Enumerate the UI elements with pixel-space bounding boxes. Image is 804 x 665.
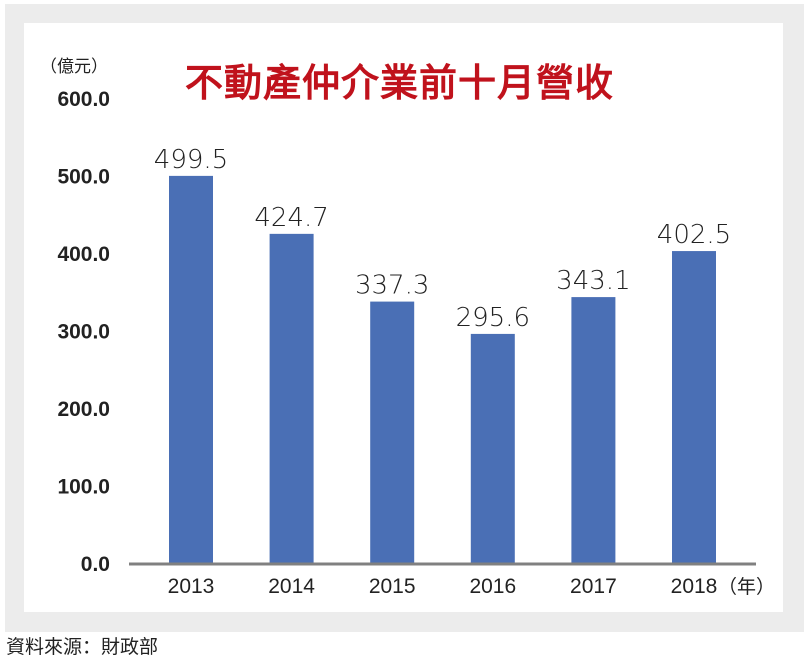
data-label: 402.5 <box>657 220 731 250</box>
data-label: 424.7 <box>254 203 328 233</box>
y-tick-label: 100.0 <box>57 476 110 499</box>
bar-2013 <box>169 175 213 563</box>
y-tick-label: 200.0 <box>57 398 110 421</box>
y-tick-label: 600.0 <box>57 88 110 111</box>
bar-2017 <box>571 297 616 563</box>
x-tick-label: 2013 <box>168 575 215 598</box>
x-tick-label: 2018 <box>671 575 718 598</box>
data-label: 295.6 <box>456 303 530 333</box>
data-label: 337.3 <box>355 271 429 301</box>
y-tick-label: 0.0 <box>81 553 110 576</box>
y-tick-label: 300.0 <box>57 321 110 344</box>
x-tick-label: 2016 <box>469 575 516 598</box>
x-tick-label: 2017 <box>570 575 617 598</box>
bar-2018 <box>672 251 716 563</box>
y-tick-label: 400.0 <box>57 243 110 266</box>
y-axis-unit-label: （億元） <box>40 57 108 76</box>
data-label: 343.1 <box>556 266 630 296</box>
x-axis-unit-label: （年） <box>718 576 775 598</box>
chart-title: 不動產仲介業前十月營收 <box>185 60 615 105</box>
bar-2014 <box>269 233 314 564</box>
source-note: 資料來源：財政部 <box>6 637 159 658</box>
data-label: 499.5 <box>154 145 228 175</box>
bar-2016 <box>470 333 515 563</box>
x-tick-label: 2015 <box>369 575 416 598</box>
bar-2015 <box>370 301 415 563</box>
x-tick-label: 2014 <box>268 575 315 598</box>
y-tick-label: 500.0 <box>57 166 110 189</box>
